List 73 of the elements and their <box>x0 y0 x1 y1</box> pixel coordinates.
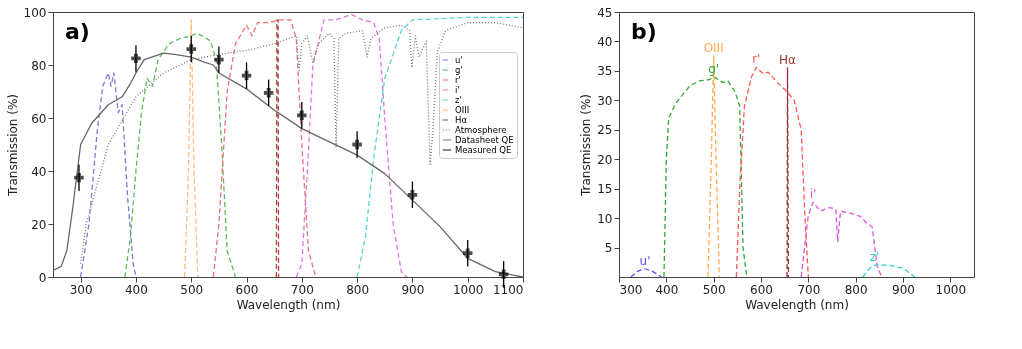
point <box>462 248 473 258</box>
x-tick-label: 1100 <box>492 282 524 297</box>
point <box>407 190 418 200</box>
y-tick-label: 45 <box>597 5 613 20</box>
y-tick-label: 60 <box>31 111 47 126</box>
x-tick-label: 500 <box>702 282 726 297</box>
legend-label: u' <box>455 55 463 65</box>
series-label: Hα <box>779 52 797 67</box>
x-tick-label: 600 <box>235 282 259 297</box>
x-tick-label: 500 <box>180 282 204 297</box>
x-tick-label: 700 <box>797 282 821 297</box>
point <box>352 139 362 150</box>
x-tick-label: 800 <box>844 282 868 297</box>
legend-label: Measured QE <box>455 145 512 155</box>
legend-label: OIII <box>455 105 470 115</box>
x-tick-label: 700 <box>290 282 314 297</box>
legend-label: g' <box>455 65 463 75</box>
point <box>297 110 307 121</box>
x-tick-label: 400 <box>124 282 148 297</box>
series-label: OIII <box>703 41 724 56</box>
annotation: b) <box>631 19 657 44</box>
y-tick-label: 5 <box>604 241 613 256</box>
y-tick-label: 10 <box>597 211 613 226</box>
legend-label: Atmosphere <box>455 125 507 135</box>
point <box>498 269 509 280</box>
y-tick-label: 30 <box>597 93 613 108</box>
annotation: a) <box>65 19 90 44</box>
series-label: z' <box>869 250 880 265</box>
y-tick-label: 25 <box>597 123 613 138</box>
line-series <box>295 14 408 277</box>
y-tick-label: 40 <box>31 164 47 179</box>
y-tick-label: 0 <box>38 270 47 285</box>
line-series <box>356 16 523 277</box>
point <box>131 53 141 64</box>
line-series <box>80 72 137 277</box>
legend-label: z' <box>455 95 462 105</box>
x-tick-label: 900 <box>892 282 915 297</box>
x-axis-title: Wavelength (nm) <box>236 297 341 312</box>
point <box>263 88 274 98</box>
legend-label: i' <box>455 85 460 95</box>
legend-label: Datasheet QE <box>455 135 514 145</box>
series-label: u' <box>639 253 651 268</box>
legend-label: Hα <box>455 115 468 125</box>
y-tick-label: 100 <box>23 5 47 20</box>
point <box>214 54 224 65</box>
y-tick-label: 40 <box>597 34 613 49</box>
y-tick-label: 20 <box>31 217 47 232</box>
point <box>186 44 196 54</box>
line-series <box>124 32 237 277</box>
y-tick-label: 80 <box>31 58 47 73</box>
series-label: g' <box>708 61 720 76</box>
x-tick-label: 300 <box>619 282 643 297</box>
line-series <box>735 66 809 277</box>
x-tick-label: 1000 <box>935 282 967 297</box>
x-tick-label: 400 <box>655 282 679 297</box>
x-tick-label: 300 <box>69 282 93 297</box>
y-tick-label: 15 <box>597 182 613 197</box>
y-tick-label: 35 <box>597 64 613 79</box>
x-tick-label: 1000 <box>452 282 484 297</box>
legend-label: r' <box>455 75 461 85</box>
x-axis-title: Wavelength (nm) <box>745 297 849 312</box>
y-tick-label: 20 <box>597 152 613 167</box>
line-series <box>212 19 317 277</box>
line-series <box>800 201 883 277</box>
y-axis-title: Transmission (%) <box>5 93 20 198</box>
line-series <box>663 76 748 277</box>
series-label: i' <box>809 187 817 202</box>
y-axis-title: Transmission (%) <box>579 93 594 198</box>
x-tick-label: 600 <box>750 282 773 297</box>
x-tick-label: 800 <box>346 282 370 297</box>
x-tick-label: 900 <box>401 282 425 297</box>
point <box>74 172 84 183</box>
series-label: r' <box>752 52 761 67</box>
